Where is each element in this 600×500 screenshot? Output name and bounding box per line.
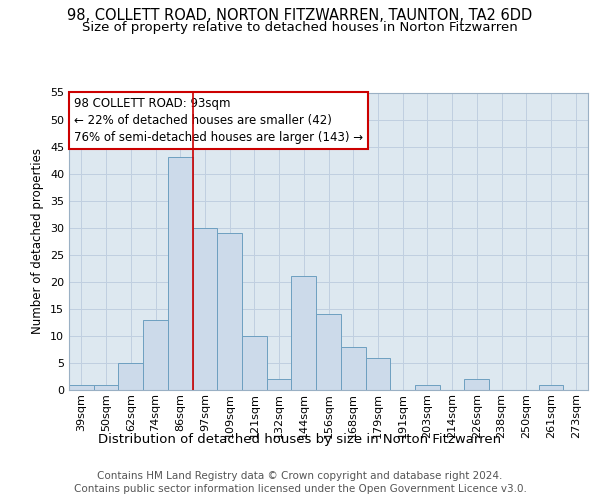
Bar [217,233,242,390]
Text: Size of property relative to detached houses in Norton Fitzwarren: Size of property relative to detached ho… [82,22,518,35]
Bar [69,384,94,390]
Bar [464,379,489,390]
Text: Contains public sector information licensed under the Open Government Licence v3: Contains public sector information licen… [74,484,526,494]
Bar [193,228,217,390]
Bar [341,346,365,390]
Text: 98, COLLETT ROAD, NORTON FITZWARREN, TAUNTON, TA2 6DD: 98, COLLETT ROAD, NORTON FITZWARREN, TAU… [67,8,533,22]
Y-axis label: Number of detached properties: Number of detached properties [31,148,44,334]
Bar [415,384,440,390]
Text: 98 COLLETT ROAD: 93sqm
← 22% of detached houses are smaller (42)
76% of semi-det: 98 COLLETT ROAD: 93sqm ← 22% of detached… [74,97,364,144]
Bar [118,363,143,390]
Text: Distribution of detached houses by size in Norton Fitzwarren: Distribution of detached houses by size … [98,432,502,446]
Bar [539,384,563,390]
Bar [316,314,341,390]
Bar [365,358,390,390]
Bar [292,276,316,390]
Bar [168,158,193,390]
Text: Contains HM Land Registry data © Crown copyright and database right 2024.: Contains HM Land Registry data © Crown c… [97,471,503,481]
Bar [143,320,168,390]
Bar [267,379,292,390]
Bar [242,336,267,390]
Bar [94,384,118,390]
